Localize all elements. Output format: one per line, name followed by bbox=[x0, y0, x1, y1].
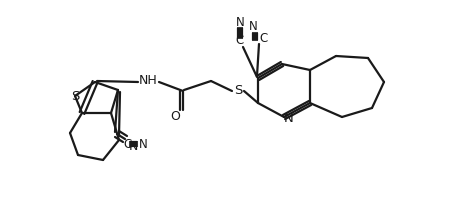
Text: C: C bbox=[123, 138, 131, 150]
Text: N: N bbox=[139, 138, 147, 150]
Text: N: N bbox=[284, 112, 294, 126]
Text: C: C bbox=[236, 35, 244, 47]
Text: N: N bbox=[249, 19, 257, 32]
Text: O: O bbox=[170, 111, 180, 123]
Text: S: S bbox=[71, 89, 79, 103]
Text: NH: NH bbox=[139, 74, 158, 88]
Text: N: N bbox=[236, 15, 244, 28]
Text: S: S bbox=[234, 84, 242, 97]
Text: N: N bbox=[128, 139, 138, 153]
Text: C: C bbox=[259, 31, 267, 45]
